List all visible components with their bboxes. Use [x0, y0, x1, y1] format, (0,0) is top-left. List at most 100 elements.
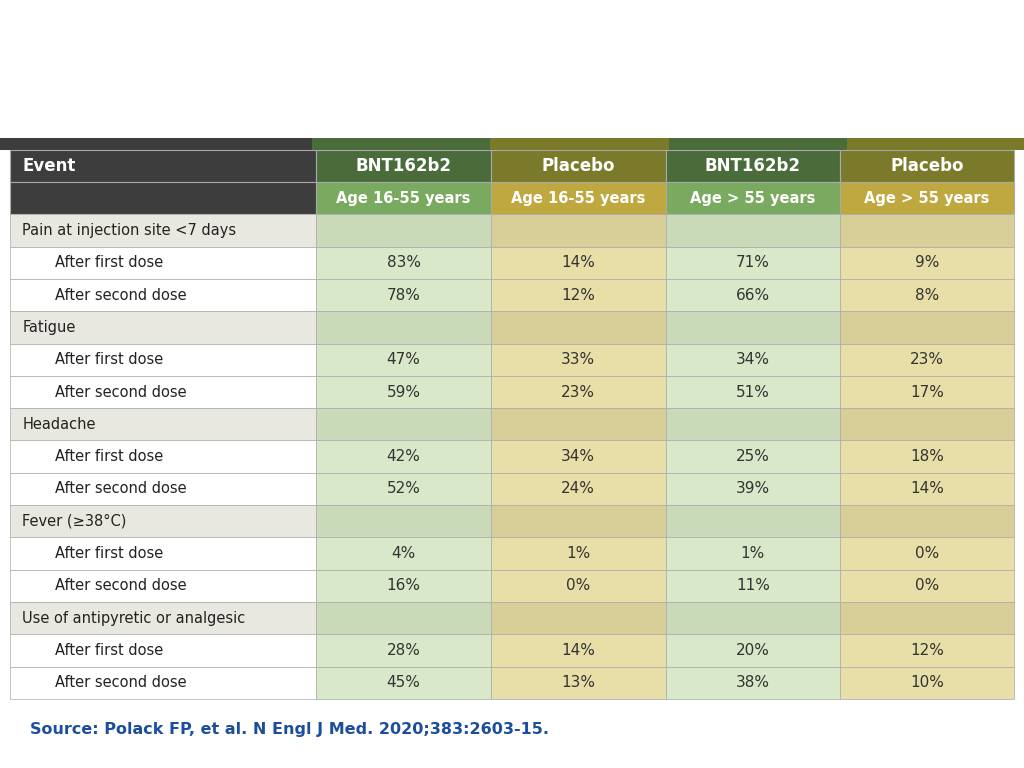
Text: 83%: 83%	[387, 255, 421, 270]
Bar	[490, 602, 666, 634]
Text: 47%: 47%	[387, 353, 421, 367]
Text: Safety and Efficacy of the BNT162b2 mRNA Covid-19 Vaccine: Safety and Efficacy of the BNT162b2 mRNA…	[26, 31, 1024, 58]
Bar	[490, 247, 666, 279]
Bar	[316, 667, 490, 699]
Bar	[666, 473, 840, 505]
Bar	[666, 279, 840, 311]
Text: 18%: 18%	[910, 449, 944, 464]
Bar	[490, 182, 666, 214]
Bar	[666, 570, 840, 602]
Bar	[10, 667, 316, 699]
Text: 33%: 33%	[561, 353, 595, 367]
Bar	[666, 441, 840, 473]
Bar	[316, 538, 490, 570]
Text: Pain at injection site <7 days: Pain at injection site <7 days	[23, 223, 237, 238]
Text: BNT162b2: BNT162b2	[355, 157, 452, 175]
Text: After first dose: After first dose	[55, 449, 164, 464]
Bar	[666, 505, 840, 538]
Bar	[666, 667, 840, 699]
Text: Placebo: Placebo	[890, 157, 964, 175]
Text: Local and Systemic Reactions Reported with 7 Days of Injection: Local and Systemic Reactions Reported wi…	[26, 86, 868, 111]
Text: 12%: 12%	[910, 643, 944, 658]
Text: 39%: 39%	[736, 482, 770, 496]
Bar	[840, 150, 1014, 182]
Text: 17%: 17%	[910, 385, 944, 399]
Bar	[0, 138, 312, 150]
Bar	[666, 538, 840, 570]
Bar	[10, 505, 316, 538]
Bar	[10, 408, 316, 441]
Text: After second dose: After second dose	[55, 385, 187, 399]
Text: 1%: 1%	[740, 546, 765, 561]
Text: 25%: 25%	[736, 449, 770, 464]
Bar	[490, 408, 666, 441]
Text: Age > 55 years: Age > 55 years	[864, 190, 989, 206]
Bar	[316, 505, 490, 538]
Bar	[10, 214, 316, 247]
Text: After first dose: After first dose	[55, 353, 164, 367]
Bar	[490, 343, 666, 376]
Text: 59%: 59%	[387, 385, 421, 399]
Text: 52%: 52%	[387, 482, 421, 496]
Bar	[840, 408, 1014, 441]
Text: 42%: 42%	[387, 449, 421, 464]
Text: After first dose: After first dose	[55, 255, 164, 270]
Bar	[316, 376, 490, 408]
Text: 38%: 38%	[736, 675, 770, 690]
Bar	[10, 538, 316, 570]
Bar	[490, 150, 666, 182]
Bar	[847, 138, 1024, 150]
Text: 0%: 0%	[914, 578, 939, 594]
Text: 23%: 23%	[561, 385, 595, 399]
Text: After second dose: After second dose	[55, 675, 187, 690]
Bar	[840, 441, 1014, 473]
Text: 4%: 4%	[391, 546, 416, 561]
Bar	[840, 667, 1014, 699]
Bar	[490, 279, 666, 311]
Bar	[666, 376, 840, 408]
Bar	[666, 214, 840, 247]
Bar	[316, 441, 490, 473]
Bar	[490, 538, 666, 570]
Text: After second dose: After second dose	[55, 482, 187, 496]
Bar	[316, 634, 490, 667]
Bar	[316, 473, 490, 505]
Bar	[10, 602, 316, 634]
Bar	[10, 247, 316, 279]
Bar	[490, 505, 666, 538]
Text: Use of antipyretic or analgesic: Use of antipyretic or analgesic	[23, 611, 246, 626]
Text: 16%: 16%	[387, 578, 421, 594]
Bar	[316, 279, 490, 311]
Text: Fatigue: Fatigue	[23, 320, 76, 335]
Text: 34%: 34%	[736, 353, 770, 367]
Bar	[490, 441, 666, 473]
Bar	[490, 570, 666, 602]
Bar	[840, 182, 1014, 214]
Text: 9%: 9%	[914, 255, 939, 270]
Bar	[10, 343, 316, 376]
Bar	[10, 150, 316, 182]
Text: 20%: 20%	[736, 643, 770, 658]
Bar	[490, 138, 669, 150]
Bar	[10, 279, 316, 311]
Bar	[666, 634, 840, 667]
Bar	[840, 505, 1014, 538]
Text: 28%: 28%	[387, 643, 421, 658]
Bar	[666, 311, 840, 343]
Bar	[666, 408, 840, 441]
Text: 71%: 71%	[736, 255, 770, 270]
Bar	[316, 408, 490, 441]
Bar	[840, 279, 1014, 311]
Text: After second dose: After second dose	[55, 287, 187, 303]
Bar	[840, 343, 1014, 376]
Text: Age > 55 years: Age > 55 years	[690, 190, 815, 206]
Bar	[490, 214, 666, 247]
Text: Source: Polack FP, et al. N Engl J Med. 2020;383:2603-15.: Source: Polack FP, et al. N Engl J Med. …	[31, 722, 549, 737]
Bar	[840, 602, 1014, 634]
Bar	[312, 138, 490, 150]
Text: 14%: 14%	[561, 643, 595, 658]
Bar	[666, 182, 840, 214]
Text: 66%: 66%	[736, 287, 770, 303]
Text: 23%: 23%	[910, 353, 944, 367]
Text: 14%: 14%	[561, 255, 595, 270]
